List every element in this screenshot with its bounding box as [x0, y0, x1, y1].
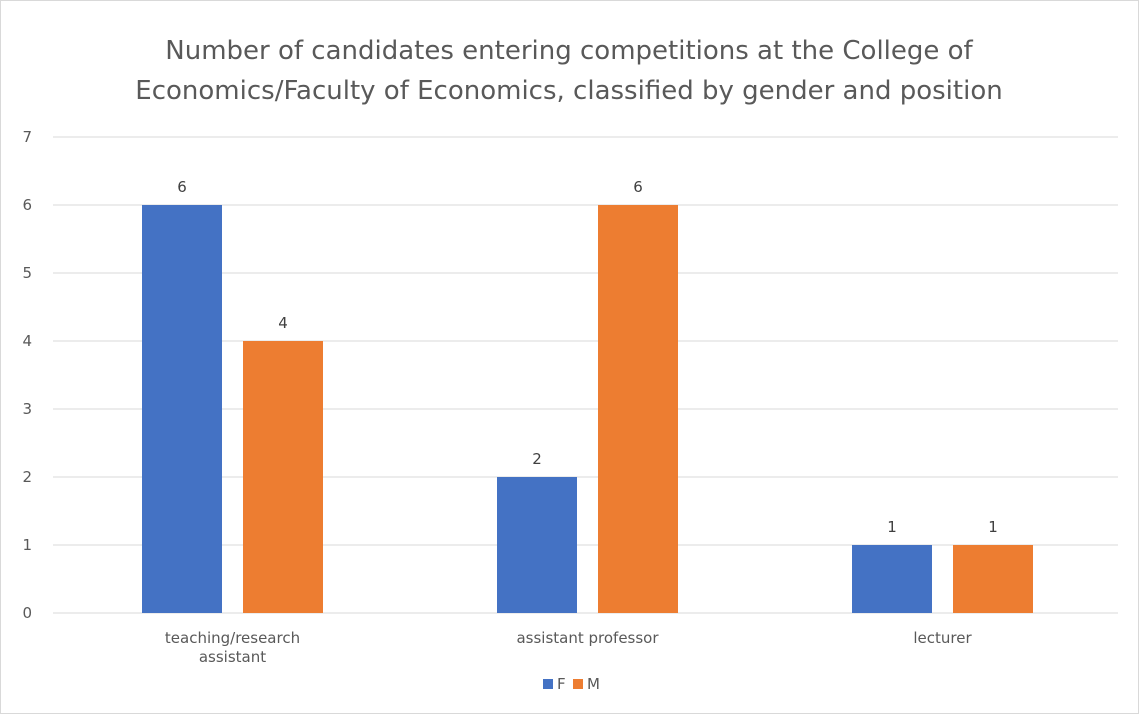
y-tick-label: 4 [22, 332, 32, 350]
bar-f [852, 545, 932, 613]
y-axis-ticks: 0 1 2 3 4 5 6 7 [22, 128, 32, 622]
y-tick-label: 7 [22, 128, 32, 146]
bar-m [243, 341, 323, 613]
bars [142, 205, 1033, 613]
bar-f [142, 205, 222, 613]
y-tick-label: 1 [22, 536, 32, 554]
bar-f [497, 477, 577, 613]
data-label: 6 [633, 178, 643, 196]
chart-title-line: Economics/Faculty of Economics, classifi… [135, 76, 1002, 106]
x-category-label: lecturer [913, 629, 972, 647]
x-category-label: assistant professor [516, 629, 659, 647]
y-tick-label: 0 [22, 604, 32, 622]
bar-m [598, 205, 678, 613]
y-tick-label: 5 [22, 264, 32, 282]
chart-title-line: Number of candidates entering competitio… [165, 36, 973, 66]
gridlines [53, 136, 1118, 614]
data-label: 1 [887, 518, 897, 536]
legend-label-m: M [587, 675, 600, 693]
legend-label-f: F [557, 675, 566, 693]
data-label: 4 [278, 314, 288, 332]
bar-m [953, 545, 1033, 613]
x-category-label: teaching/research [165, 629, 300, 647]
chart-title: Number of candidates entering competitio… [135, 36, 1002, 106]
legend-swatch-f [543, 679, 553, 689]
y-tick-label: 2 [22, 468, 32, 486]
data-label: 6 [177, 178, 187, 196]
data-label: 1 [988, 518, 998, 536]
data-label: 2 [532, 450, 542, 468]
data-labels: 6 4 2 6 1 1 [177, 178, 998, 536]
legend-swatch-m [573, 679, 583, 689]
y-tick-label: 6 [22, 196, 32, 214]
y-tick-label: 3 [22, 400, 32, 418]
x-category-label: assistant [199, 648, 266, 666]
